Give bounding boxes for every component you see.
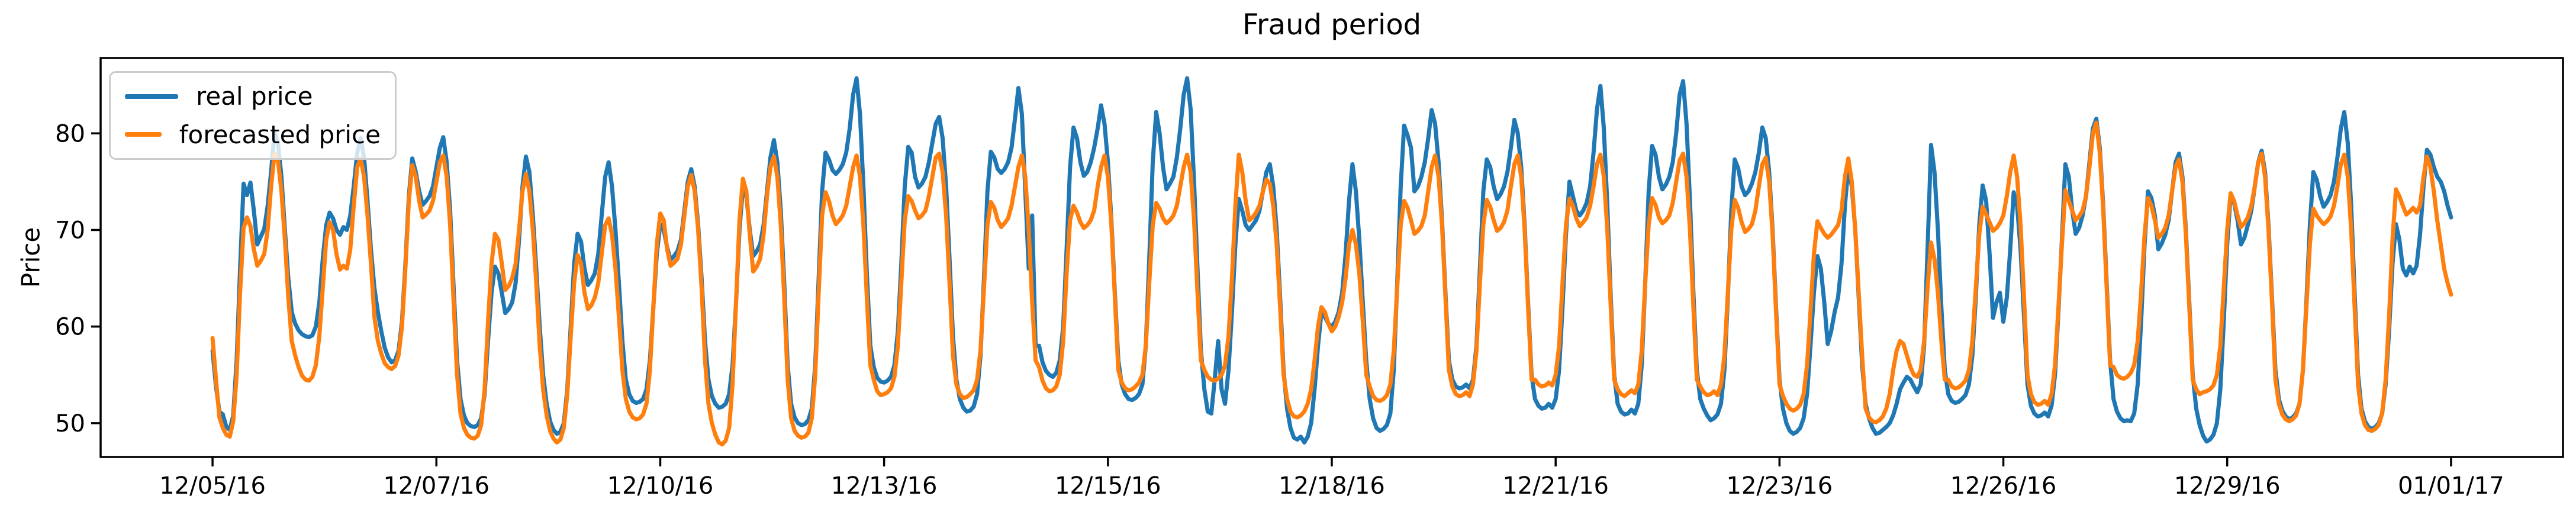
x-tick-label: 12/18/16 — [1279, 472, 1385, 500]
chart-title: Fraud period — [1242, 8, 1422, 41]
x-tick-label: 12/05/16 — [159, 472, 266, 500]
legend-item-forecasted-price: forecasted price — [125, 120, 381, 149]
x-tick-label: 12/15/16 — [1055, 472, 1161, 500]
x-tick-label: 12/07/16 — [383, 472, 490, 500]
x-tick-label: 01/01/17 — [2398, 472, 2504, 500]
y-tick-label: 60 — [55, 314, 85, 341]
x-tick-label: 12/26/16 — [1950, 472, 2057, 500]
legend-line-sample-icon — [125, 132, 162, 137]
legend: real price forecasted price — [109, 71, 397, 160]
x-tick-label: 12/29/16 — [2174, 472, 2281, 500]
y-tick-label: 80 — [55, 120, 85, 147]
legend-item-real-price: real price — [125, 82, 381, 111]
y-tick-label: 50 — [55, 410, 85, 437]
legend-line-sample-icon — [125, 94, 178, 99]
y-axis: 50 60 70 80 — [55, 120, 101, 437]
legend-label: real price — [196, 82, 313, 111]
x-tick-label: 12/13/16 — [831, 472, 938, 500]
x-tick-label: 12/21/16 — [1502, 472, 1609, 500]
x-tick-label: 12/10/16 — [607, 472, 714, 500]
series-lines — [210, 76, 2453, 447]
real-price-line — [210, 76, 2453, 445]
x-tick-label: 12/23/16 — [1727, 472, 1833, 500]
x-axis: 12/05/16 12/07/16 12/10/16 12/13/16 12/15/16… — [159, 457, 2504, 500]
y-tick-label: 70 — [55, 217, 85, 244]
legend-label: forecasted price — [179, 120, 381, 149]
forecasted-price-line — [210, 120, 2453, 447]
y-axis-label: Price — [16, 227, 46, 288]
